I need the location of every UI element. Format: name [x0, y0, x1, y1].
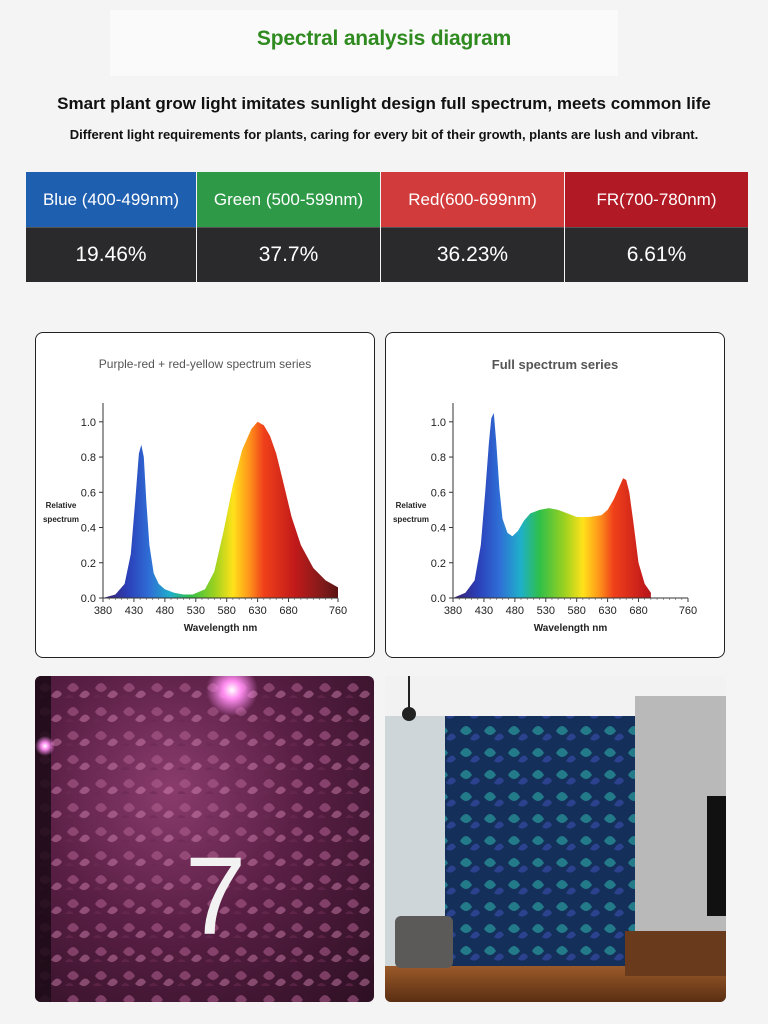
y-tick-label: 0.6 — [431, 487, 446, 499]
ratio-header-red: Red(600-699nm) — [381, 172, 564, 227]
x-tick-label: 680 — [629, 605, 647, 617]
y-tick-label: 0.2 — [81, 558, 96, 570]
photo-illustration: 7 — [35, 676, 374, 1002]
x-tick-label: 530 — [187, 605, 205, 617]
y-tick-label: 0.4 — [81, 523, 96, 535]
y-tick-label: 0.0 — [431, 593, 446, 605]
y-axis-label: spectrum — [43, 515, 79, 524]
y-tick-label: 1.0 — [81, 417, 96, 429]
x-tick-label: 480 — [506, 605, 524, 617]
x-tick-label: 580 — [568, 605, 586, 617]
y-tick-label: 0.4 — [431, 523, 446, 535]
spectrum-chart-full: 0.0 0.2 0.4 0.6 0.8 1.0 380 430 480 530 580 630 680 7… — [393, 403, 697, 634]
x-tick-label: 760 — [679, 605, 697, 617]
y-tick-label: 0.6 — [81, 487, 96, 499]
y-axis-label: Relative — [396, 501, 427, 510]
header-band — [110, 10, 618, 76]
spectrum-ratio-table: Blue (400-499nm) Green (500-599nm) Red(6… — [26, 172, 748, 282]
x-axis-label: Wavelength nm — [184, 623, 258, 634]
x-tick-label: 760 — [329, 605, 347, 617]
y-tick-label: 0.2 — [431, 558, 446, 570]
y-axis-label: Relative — [46, 501, 77, 510]
headline: Smart plant grow light imitates sunlight… — [57, 94, 711, 113]
ratio-header-blue: Blue (400-499nm) — [26, 172, 196, 227]
ratio-value-green: 37.7% — [197, 227, 380, 282]
photo-green-wall-purple-light: 7 — [35, 676, 374, 1002]
x-tick-label: 630 — [598, 605, 616, 617]
chart-title: Full spectrum series — [491, 357, 619, 372]
chart-title: Purple-red + red-yellow spectrum series — [98, 357, 312, 371]
x-tick-label: 630 — [248, 605, 266, 617]
x-tick-label: 430 — [125, 605, 143, 617]
page-title: Spectral analysis diagram — [256, 27, 512, 50]
subline: Different light requirements for plants,… — [69, 127, 699, 142]
photo-illustration — [385, 676, 726, 1002]
x-tick-label: 530 — [537, 605, 555, 617]
x-tick-label: 480 — [156, 605, 174, 617]
ratio-header-far-red: FR(700-780nm) — [565, 172, 748, 227]
ratio-header-green: Green (500-599nm) — [197, 172, 380, 227]
y-tick-label: 1.0 — [431, 417, 446, 429]
x-tick-label: 580 — [218, 605, 236, 617]
y-tick-label: 0.0 — [81, 593, 96, 605]
ratio-value-red: 36.23% — [381, 227, 564, 282]
spectrum-area — [103, 421, 338, 598]
x-tick-label: 680 — [279, 605, 297, 617]
x-tick-label: 380 — [94, 605, 112, 617]
spectrum-chart-purple-red: 0.0 0.2 0.4 0.6 0.8 1.0 380 430 480 530 580 630 680 7… — [43, 403, 347, 634]
y-tick-label: 0.8 — [431, 452, 446, 464]
spectrum-area — [453, 413, 651, 598]
x-tick-label: 380 — [444, 605, 462, 617]
y-tick-label: 0.8 — [81, 452, 96, 464]
x-tick-label: 430 — [475, 605, 493, 617]
x-axis-label: Wavelength nm — [534, 623, 608, 634]
chart-card-purple-red: Purple-red + red-yellow spectrum series … — [35, 332, 375, 658]
y-axis-label: spectrum — [393, 515, 429, 524]
chart-card-full-spectrum: Full spectrum series 0.0 0.2 0.4 0.6 0.8 1.0 3… — [385, 332, 725, 658]
photo-room-green-wall — [385, 676, 726, 1002]
wall-number: 7 — [185, 835, 246, 958]
ratio-value-far-red: 6.61% — [565, 227, 748, 282]
ratio-value-blue: 19.46% — [26, 227, 196, 282]
